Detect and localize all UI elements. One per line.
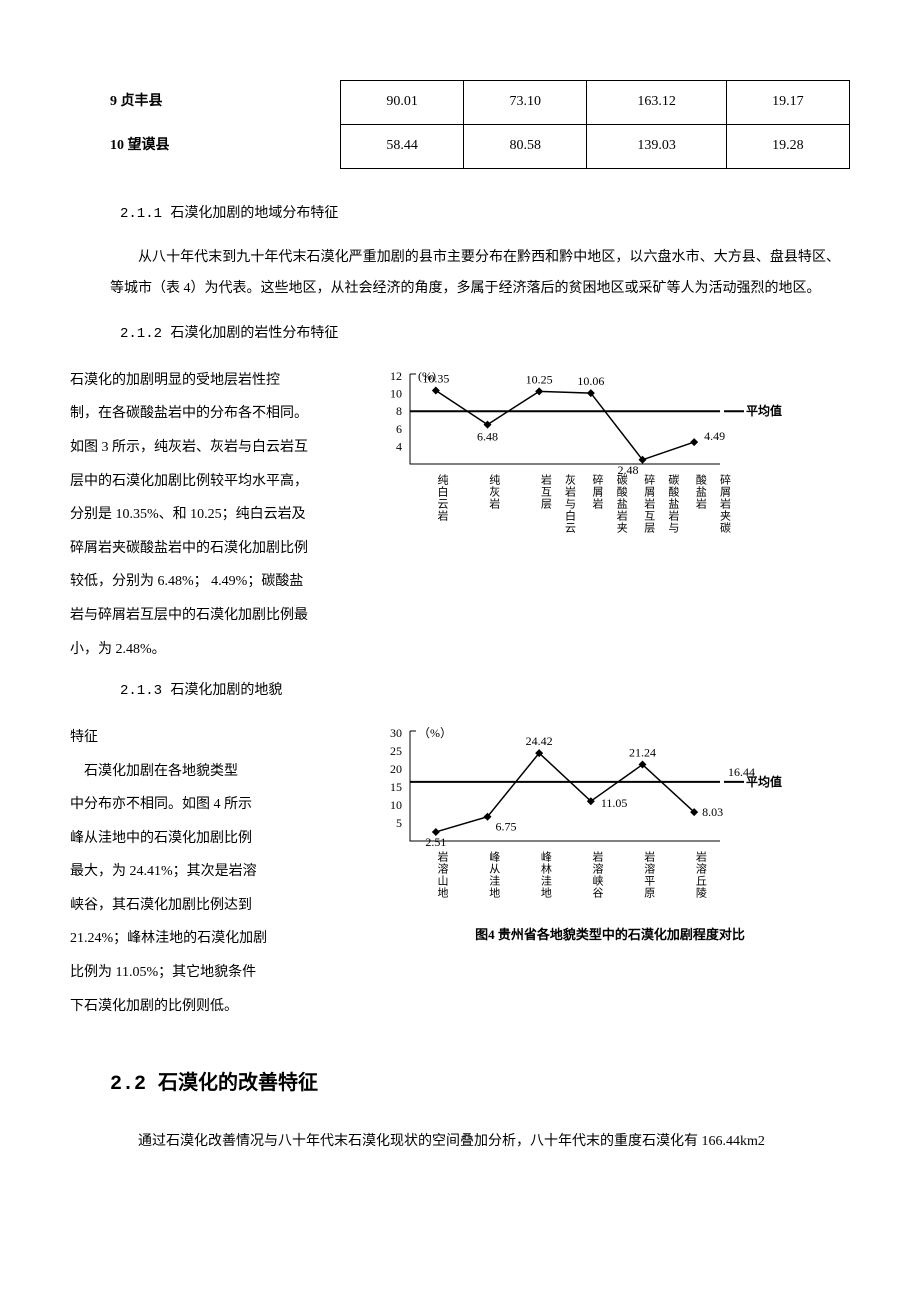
chart2: 51015202530（%）平均值16.442.516.7524.4211.05… <box>370 721 850 915</box>
row-label: 10 望谟县 <box>70 124 341 168</box>
heading-22: 2.2 石漠化的改善特征 <box>110 1063 850 1107</box>
chart1: 4681012(%)平均值10.356.4810.2510.062.484.49… <box>370 364 850 538</box>
cell: 19.28 <box>726 124 849 168</box>
svg-text:10: 10 <box>390 798 402 812</box>
para-211: 从八十年代末到九十年代末石漠化严重加剧的县市主要分布在黔西和黔中地区，以六盘水市… <box>110 243 840 305</box>
svg-text:15: 15 <box>390 780 402 794</box>
section-title-212: 2.1.2 石漠化加剧的岩性分布特征 <box>120 319 850 350</box>
section-title-213: 2.1.3 石漠化加剧的地貌 <box>120 676 850 707</box>
svg-text:10.25: 10.25 <box>526 372 553 386</box>
table-row: 10 望谟县 58.44 80.58 139.03 19.28 <box>70 124 850 168</box>
svg-text:16.44: 16.44 <box>728 765 755 779</box>
svg-text:30: 30 <box>390 726 402 740</box>
table-row: 9 贞丰县 90.01 73.10 163.12 19.17 <box>70 81 850 125</box>
cell: 90.01 <box>341 81 464 125</box>
cell: 19.17 <box>726 81 849 125</box>
para-22: 通过石漠化改善情况与八十年代末石漠化现状的空间叠加分析，八十年代末的重度石漠化有… <box>110 1127 850 1158</box>
svg-text:8.03: 8.03 <box>702 805 723 819</box>
svg-text:10.06: 10.06 <box>577 374 604 388</box>
svg-text:25: 25 <box>390 744 402 758</box>
svg-text:平均值: 平均值 <box>746 403 782 418</box>
svg-text:10: 10 <box>390 386 402 400</box>
svg-text:6.48: 6.48 <box>477 429 498 443</box>
svg-text:24.42: 24.42 <box>526 734 553 748</box>
svg-text:4: 4 <box>396 439 402 453</box>
chart2-caption: 图4 贵州省各地貌类型中的石漠化加剧程度对比 <box>370 921 850 950</box>
left-text-213: 特征 石漠化加剧在各地貌类型 中分布亦不相同。如图 4 所示 峰从洼地中的石漠化… <box>70 721 350 1023</box>
svg-text:12: 12 <box>390 369 402 383</box>
two-col-213: 特征 石漠化加剧在各地貌类型 中分布亦不相同。如图 4 所示 峰从洼地中的石漠化… <box>70 721 850 1023</box>
two-col-212: 石漠化的加剧明显的受地层岩性控 制，在各碳酸盐岩中的分布各不相同。 如图 3 所… <box>70 364 850 666</box>
svg-text:11.05: 11.05 <box>601 796 628 810</box>
svg-text:20: 20 <box>390 762 402 776</box>
data-table: 9 贞丰县 90.01 73.10 163.12 19.17 10 望谟县 58… <box>70 80 850 169</box>
svg-text:10.35: 10.35 <box>422 371 449 385</box>
row-label: 9 贞丰县 <box>70 81 341 125</box>
cell: 163.12 <box>587 81 727 125</box>
chart2-container: 51015202530（%）平均值16.442.516.7524.4211.05… <box>370 721 850 1023</box>
svg-text:6.75: 6.75 <box>496 820 517 834</box>
cell: 58.44 <box>341 124 464 168</box>
svg-text:5: 5 <box>396 816 402 830</box>
cell: 80.58 <box>464 124 587 168</box>
cell: 139.03 <box>587 124 727 168</box>
svg-text:6: 6 <box>396 422 402 436</box>
cell: 73.10 <box>464 81 587 125</box>
chart1-container: 4681012(%)平均值10.356.4810.2510.062.484.49… <box>370 364 850 666</box>
svg-text:21.24: 21.24 <box>629 745 656 759</box>
left-text-212: 石漠化的加剧明显的受地层岩性控 制，在各碳酸盐岩中的分布各不相同。 如图 3 所… <box>70 364 350 666</box>
svg-text:（%）: （%） <box>418 726 452 740</box>
svg-text:4.49: 4.49 <box>704 429 725 443</box>
svg-text:8: 8 <box>396 404 402 418</box>
section-title-211: 2.1.1 石漠化加剧的地域分布特征 <box>120 199 850 230</box>
